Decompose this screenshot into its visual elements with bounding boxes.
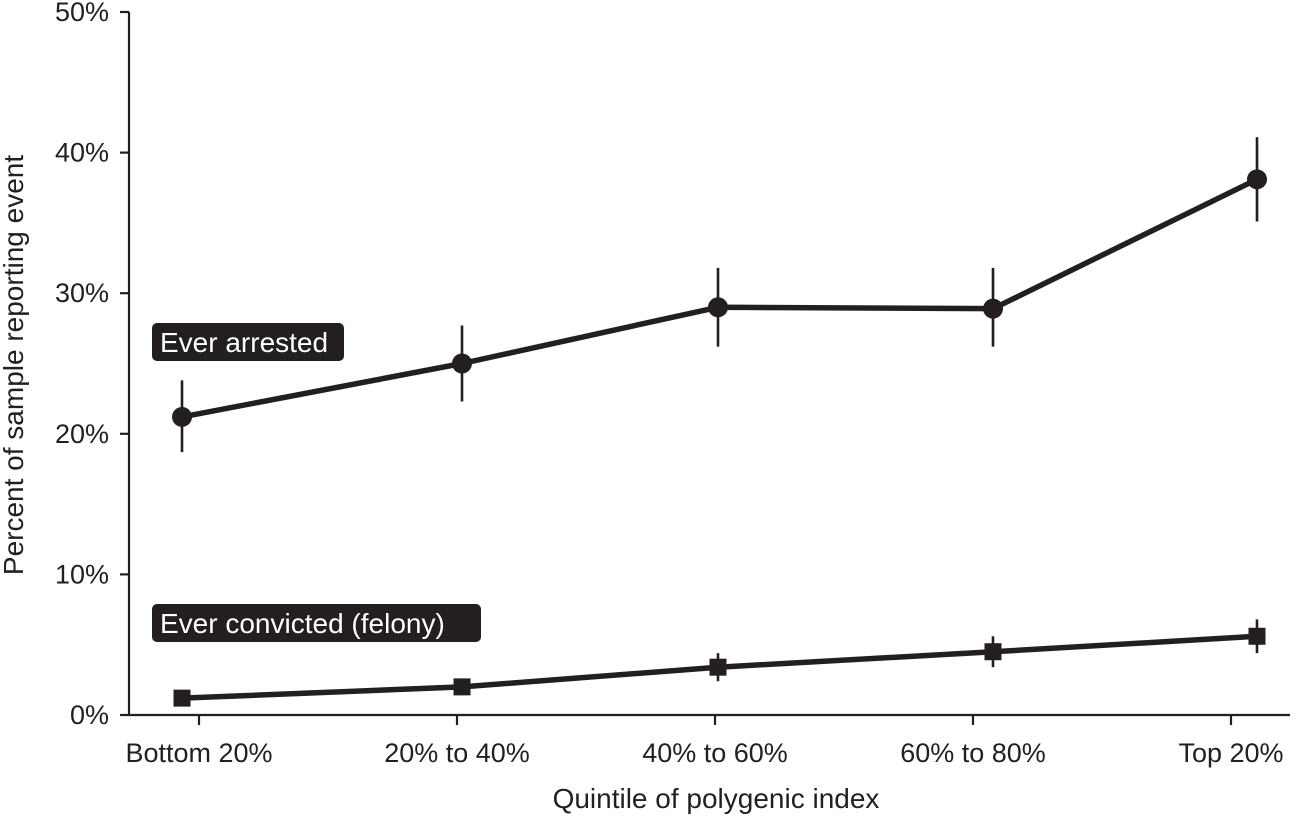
- series-label-box: [152, 323, 344, 361]
- data-point: [709, 658, 727, 676]
- series-label-ever-convicted-felony: Ever convicted (felony): [152, 604, 481, 642]
- series-ever-convicted-felony: [173, 619, 1266, 707]
- y-tick-label: 10%: [55, 559, 109, 589]
- series-label-text: Ever convicted (felony): [160, 608, 445, 639]
- y-tick-label: 50%: [55, 0, 109, 27]
- data-point: [453, 678, 471, 696]
- x-tick-label: 60% to 80%: [900, 738, 1046, 768]
- data-point: [452, 353, 472, 374]
- y-tick-label: 40%: [55, 138, 109, 168]
- data-point: [173, 689, 191, 707]
- data-point: [1248, 627, 1266, 645]
- series-labels: Ever arrested Ever convicted (felony): [152, 323, 481, 642]
- series-label-box: [152, 604, 481, 642]
- data-point: [983, 298, 1003, 319]
- x-tick-label: Bottom 20%: [125, 738, 272, 768]
- y-tick-label: 0%: [70, 700, 109, 730]
- y-axis-title: Percent of sample reporting event: [0, 155, 29, 575]
- series-label-text: Ever arrested: [160, 327, 328, 358]
- x-tick-label: 40% to 60%: [642, 738, 788, 768]
- data-point: [708, 297, 728, 318]
- data-point: [172, 406, 192, 427]
- series-label-ever-arrested: Ever arrested: [152, 323, 344, 361]
- series-ever-arrested: [172, 137, 1267, 453]
- data-point: [1247, 169, 1267, 190]
- series-layer: [172, 137, 1267, 707]
- data-point: [984, 643, 1002, 661]
- x-axis: Bottom 20% 20% to 40% 40% to 60% 60% to 80%…: [125, 713, 1290, 768]
- x-tick-label: 20% to 40%: [384, 738, 530, 768]
- y-axis: 0% 10% 20% 30% 40% 50%: [55, 0, 131, 730]
- x-tick-label: Top 20%: [1178, 738, 1283, 768]
- x-axis-title: Quintile of polygenic index: [553, 783, 880, 814]
- y-tick-label: 30%: [55, 278, 109, 308]
- y-tick-label: 20%: [55, 419, 109, 449]
